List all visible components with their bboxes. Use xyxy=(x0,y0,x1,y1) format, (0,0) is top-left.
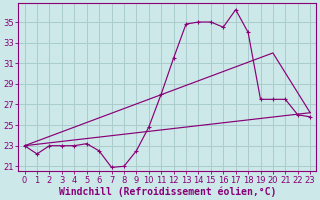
X-axis label: Windchill (Refroidissement éolien,°C): Windchill (Refroidissement éolien,°C) xyxy=(59,186,276,197)
